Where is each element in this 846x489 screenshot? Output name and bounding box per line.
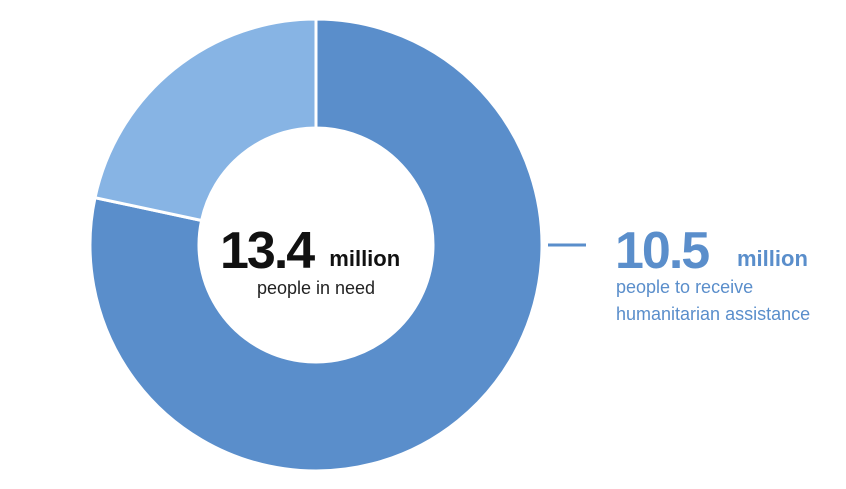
total-value: 13.4 xyxy=(220,222,315,280)
total-unit: million xyxy=(329,246,400,271)
highlight-unit: million xyxy=(737,246,808,271)
center-label: 13.4 million people in need xyxy=(220,222,400,298)
highlight-value: 10.5 xyxy=(615,222,709,280)
donut-segment xyxy=(93,17,318,223)
highlight-label: humanitarian assistance xyxy=(616,304,810,324)
total-label: people in need xyxy=(257,278,375,298)
donut-segment xyxy=(88,17,544,473)
highlight-label: people to receive xyxy=(616,277,753,297)
